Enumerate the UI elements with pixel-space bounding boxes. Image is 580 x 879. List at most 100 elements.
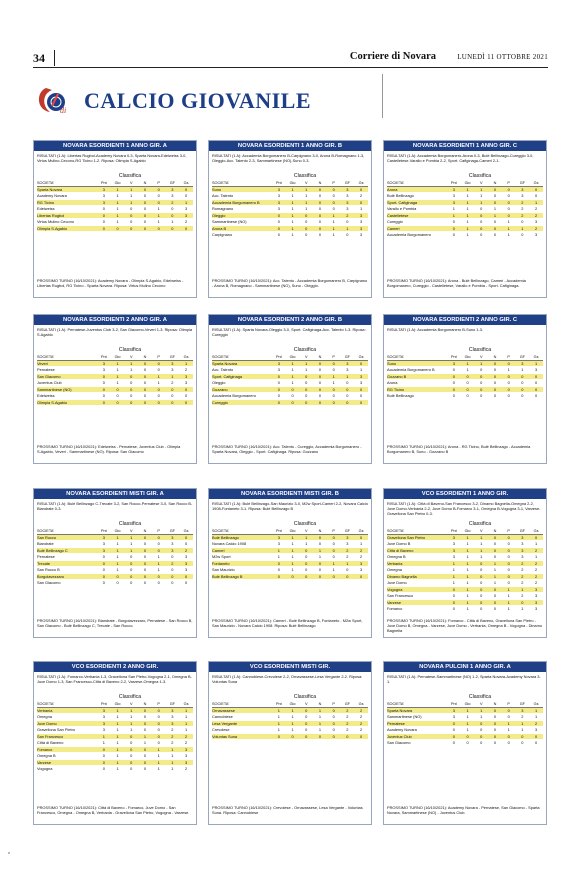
played: 0	[460, 739, 475, 747]
lost: 0	[326, 553, 341, 561]
col-goals-against: Gs	[179, 180, 193, 187]
box-title: NOVARA ESORDIENTI 2 ANNO GIR. B	[209, 315, 371, 325]
drawn: 0	[313, 373, 327, 380]
goals-against: 0	[354, 399, 368, 406]
drawn: 0	[138, 386, 152, 393]
points: 3	[97, 707, 111, 714]
points: 0	[97, 752, 111, 760]
team-name: Castelletese	[387, 212, 447, 219]
goals-against: 0	[179, 573, 193, 580]
won: 0	[474, 560, 489, 567]
points: 0	[272, 379, 286, 387]
team-name: Gozzano B	[387, 373, 447, 380]
points: 1	[272, 547, 286, 554]
team-name: Cameri	[212, 547, 272, 554]
col-played: Gio	[460, 180, 475, 187]
drawn: 0	[138, 566, 152, 574]
played: 1	[285, 534, 300, 541]
drawn: 0	[138, 553, 152, 561]
team-name: Fontaneto	[212, 560, 272, 567]
team-name: M2w Sport	[212, 553, 272, 561]
played: 1	[460, 707, 475, 714]
table-row: Juve Domo 1 1 0 1 0 2 2	[387, 579, 543, 587]
won: 1	[474, 199, 489, 206]
won: 0	[474, 392, 489, 400]
goals-against: 1	[179, 726, 193, 734]
goals-against: 1	[529, 553, 543, 561]
points: 0	[97, 573, 111, 580]
table-row: Gravellona San Pietro 3 1 1 0 0 2 1	[37, 726, 193, 734]
played: 1	[110, 566, 125, 574]
points: 0	[447, 218, 461, 226]
goals-against: 2	[354, 707, 368, 714]
next-round-text: PROSSIMO TURNO (16/10/2021): Edelweiss -…	[37, 445, 181, 454]
won: 0	[474, 566, 489, 574]
won: 1	[474, 540, 489, 548]
goals-against: 3	[354, 218, 368, 226]
team-name: Borgolavezzaro	[37, 573, 97, 580]
standings-table: SOCIETA' Pnt Gio V N P GF Gs Sparta Nova…	[37, 180, 193, 232]
goals-for: 3	[515, 707, 530, 714]
col-squad: SOCIETA'	[37, 180, 97, 187]
won: 0	[124, 566, 139, 574]
played: 1	[110, 360, 125, 367]
won: 0	[124, 218, 139, 226]
won: 1	[299, 186, 314, 193]
team-name: Edelweiss	[37, 205, 97, 213]
goals-against: 2	[354, 720, 368, 727]
drawn: 0	[313, 379, 327, 387]
results-text: RISULTATI (1 A): Cannobiese-Crevolese 2-…	[212, 674, 363, 684]
drawn: 0	[488, 225, 502, 232]
table-row: Acc. Talento 3 1 1 0 0 3 1	[212, 366, 368, 374]
team-name: Academy Novara	[37, 192, 97, 200]
lost: 1	[501, 592, 516, 600]
points: 3	[272, 540, 286, 548]
drawn: 0	[488, 599, 502, 606]
standings-box: NOVARA ESORDIENTI 2 ANNO GIR. A RISULTATI…	[33, 314, 197, 464]
goals-for: 2	[165, 739, 180, 747]
played: 1	[285, 360, 300, 367]
lost: 1	[151, 553, 166, 561]
table-row: Gravellona San Pietro 3 1 1 0 0 3 0	[387, 534, 543, 541]
goals-for: 1	[165, 765, 180, 773]
drawn: 0	[138, 392, 152, 400]
col-goals-for: GF	[340, 180, 355, 187]
drawn: 0	[488, 605, 502, 613]
lost: 0	[501, 534, 516, 541]
drawn: 0	[313, 573, 327, 580]
won: 1	[124, 547, 139, 554]
lost: 0	[151, 392, 166, 400]
goals-against: 1	[354, 366, 368, 374]
col-drawn: N	[138, 354, 152, 361]
team-name: Cannobiese	[212, 713, 272, 721]
table-header-row: SOCIETA' Pnt Gio V N P GF Gs	[37, 354, 193, 361]
lost: 1	[501, 231, 516, 239]
box-title: NOVARA ESORDIENTI MISTI GIR. A	[34, 489, 196, 499]
table-row: Omegna 3 1 1 0 0 3 1	[37, 713, 193, 721]
col-points: Pnt	[97, 180, 111, 187]
played: 1	[285, 726, 300, 734]
goals-against: 1	[529, 199, 543, 206]
lost: 0	[151, 733, 166, 740]
table-header-row: SOCIETA' Pnt Gio V N P GF Gs	[387, 354, 543, 361]
goals-for: 0	[340, 218, 355, 226]
played: 1	[110, 205, 125, 213]
col-goals-for: GF	[340, 354, 355, 361]
table-row: Bulé Bellinzago 3 1 1 0 0 3 0	[212, 534, 368, 541]
lost: 0	[326, 713, 341, 721]
table-row: Edelweiss 0 1 0 0 1 0 3	[37, 205, 193, 213]
played: 0	[110, 579, 125, 587]
table-row: Sparta Novara 3 1 1 0 0 3 0	[37, 186, 193, 193]
goals-for: 3	[165, 192, 180, 200]
goals-against: 3	[354, 225, 368, 232]
standings-table: SOCIETA' Pnt Gio V N P GF Gs Arona 3 1 1…	[387, 180, 543, 239]
points: 0	[447, 386, 461, 393]
points: 3	[272, 360, 286, 367]
points: 0	[447, 592, 461, 600]
goals-for: 2	[515, 579, 530, 587]
won: 1	[124, 360, 139, 367]
played: 1	[285, 373, 300, 380]
table-row: Veveri 3 1 1 0 0 3 1	[37, 360, 193, 367]
col-drawn: N	[488, 701, 502, 708]
col-played: Gio	[285, 528, 300, 535]
